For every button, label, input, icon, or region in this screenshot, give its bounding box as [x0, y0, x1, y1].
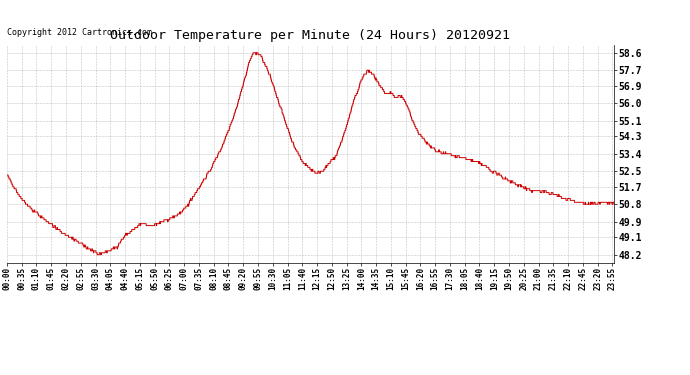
Text: Temperature  (°F): Temperature (°F) — [537, 30, 643, 40]
Title: Outdoor Temperature per Minute (24 Hours) 20120921: Outdoor Temperature per Minute (24 Hours… — [110, 30, 511, 42]
Text: Copyright 2012 Cartronics.com: Copyright 2012 Cartronics.com — [7, 28, 152, 38]
